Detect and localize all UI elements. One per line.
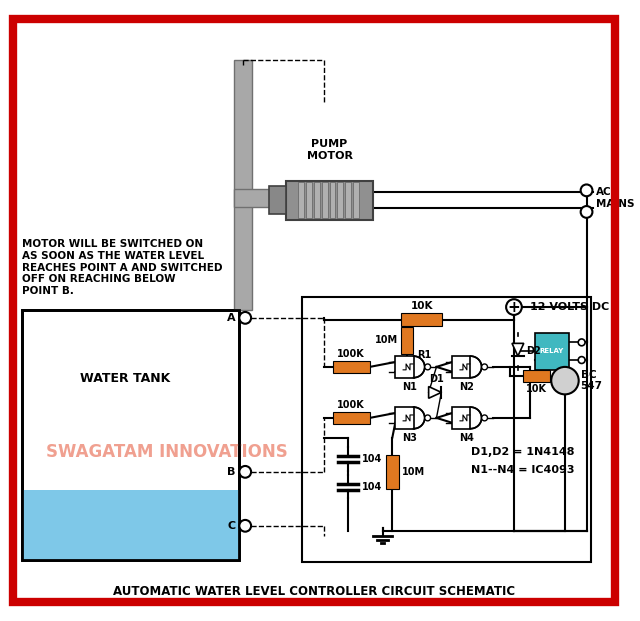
Circle shape xyxy=(239,520,251,532)
Circle shape xyxy=(551,367,579,394)
Bar xyxy=(401,327,413,353)
Text: WATER TANK: WATER TANK xyxy=(81,372,171,385)
Text: N4: N4 xyxy=(460,433,474,443)
Bar xyxy=(452,407,470,428)
Circle shape xyxy=(425,364,431,370)
Text: D2: D2 xyxy=(525,346,541,356)
Text: 104: 104 xyxy=(362,454,382,464)
Bar xyxy=(234,189,304,207)
Circle shape xyxy=(239,466,251,478)
Bar xyxy=(269,186,287,214)
Bar xyxy=(452,356,470,378)
Bar xyxy=(345,183,351,218)
Text: D1,D2 = 1N4148: D1,D2 = 1N4148 xyxy=(471,447,574,457)
Bar xyxy=(306,183,312,218)
Circle shape xyxy=(481,415,488,421)
Text: 10K: 10K xyxy=(410,301,433,312)
Text: 10K: 10K xyxy=(526,384,547,394)
Text: 10M: 10M xyxy=(402,467,425,477)
Circle shape xyxy=(578,356,585,363)
Bar xyxy=(287,181,372,220)
Polygon shape xyxy=(429,386,442,398)
Circle shape xyxy=(506,299,522,315)
Bar xyxy=(386,455,399,489)
Circle shape xyxy=(580,184,593,196)
Text: N1: N1 xyxy=(403,382,417,392)
Text: 10M: 10M xyxy=(374,335,397,345)
Text: RELAY: RELAY xyxy=(540,348,564,354)
Bar xyxy=(534,333,569,370)
Circle shape xyxy=(481,364,488,370)
Bar xyxy=(298,183,304,218)
Bar xyxy=(302,297,591,562)
Bar xyxy=(314,183,320,218)
Text: PUMP
MOTOR: PUMP MOTOR xyxy=(307,139,353,161)
Bar xyxy=(523,370,550,382)
Bar xyxy=(333,412,370,424)
Text: BC
547: BC 547 xyxy=(580,370,603,391)
Text: N2: N2 xyxy=(460,382,474,392)
Circle shape xyxy=(578,339,585,346)
Text: +: + xyxy=(508,299,520,315)
Polygon shape xyxy=(413,356,425,378)
Bar xyxy=(401,314,442,326)
Text: A: A xyxy=(227,313,236,323)
Text: MOTOR WILL BE SWITCHED ON
AS SOON AS THE WATER LEVEL
REACHES POINT A AND SWITCHE: MOTOR WILL BE SWITCHED ON AS SOON AS THE… xyxy=(22,239,222,296)
Bar xyxy=(330,183,335,218)
Text: 100K: 100K xyxy=(337,348,365,358)
Text: AC
MAINS: AC MAINS xyxy=(596,188,635,209)
Polygon shape xyxy=(470,356,481,378)
Bar xyxy=(396,356,413,378)
Polygon shape xyxy=(413,407,425,428)
Bar xyxy=(396,407,413,428)
Bar xyxy=(353,183,359,218)
Bar xyxy=(337,183,343,218)
Text: R1: R1 xyxy=(417,350,431,360)
Text: 104: 104 xyxy=(362,481,382,492)
Circle shape xyxy=(425,415,431,421)
Text: SWAGATAM INNOVATIONS: SWAGATAM INNOVATIONS xyxy=(46,443,287,461)
Bar xyxy=(22,310,239,560)
Bar xyxy=(22,310,239,560)
Text: B: B xyxy=(227,467,236,477)
Bar xyxy=(333,361,370,373)
Text: N1--N4 = IC4093: N1--N4 = IC4093 xyxy=(471,465,574,475)
Polygon shape xyxy=(470,407,481,428)
Text: C: C xyxy=(227,521,236,531)
Bar xyxy=(22,489,239,560)
Polygon shape xyxy=(512,343,524,356)
Circle shape xyxy=(239,312,251,324)
Text: N3: N3 xyxy=(403,433,417,443)
Text: 12 VOLTS DC: 12 VOLTS DC xyxy=(530,302,609,312)
Bar xyxy=(234,60,252,310)
Bar xyxy=(322,183,328,218)
Circle shape xyxy=(580,206,593,218)
Text: D1: D1 xyxy=(429,374,444,384)
Text: 100K: 100K xyxy=(337,399,365,410)
Text: AUTOMATIC WATER LEVEL CONTROLLER CIRCUIT SCHEMATIC: AUTOMATIC WATER LEVEL CONTROLLER CIRCUIT… xyxy=(113,585,515,598)
